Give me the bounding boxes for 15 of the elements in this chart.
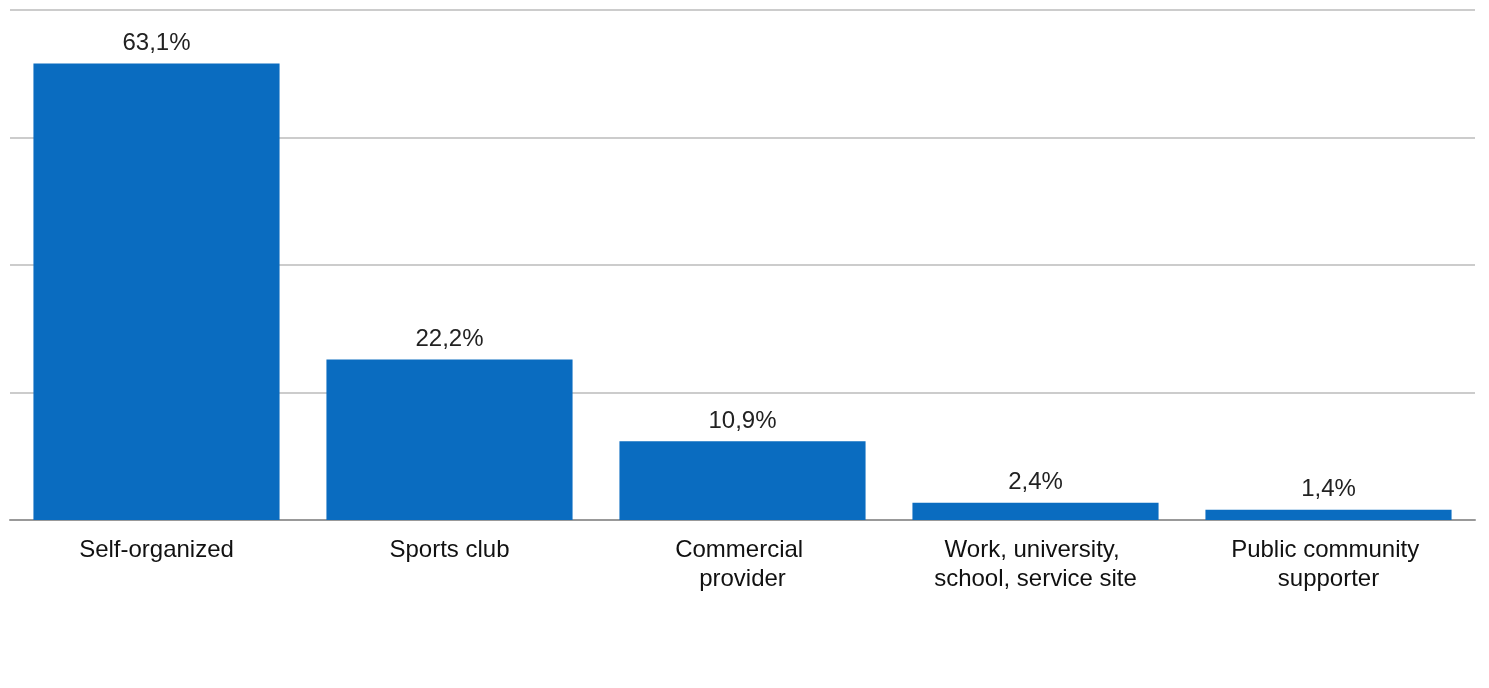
data-label: 63,1% xyxy=(122,28,191,56)
bar xyxy=(33,63,280,520)
bar xyxy=(1205,509,1452,520)
bar xyxy=(912,502,1159,520)
x-tick-label: Commercial provider xyxy=(675,535,810,591)
x-tick-label: Self-organized xyxy=(79,535,234,562)
data-label: 1,4% xyxy=(1301,474,1356,502)
data-label: 10,9% xyxy=(708,405,777,433)
x-tick-label: Sports club xyxy=(389,535,510,562)
x-tick-label: Work, university, school, service site xyxy=(934,535,1137,591)
x-tick-label: Public community supporter xyxy=(1231,535,1426,591)
data-label: 22,2% xyxy=(415,323,484,351)
bar xyxy=(619,441,866,520)
data-label: 2,4% xyxy=(1008,467,1063,495)
bar xyxy=(326,359,573,520)
